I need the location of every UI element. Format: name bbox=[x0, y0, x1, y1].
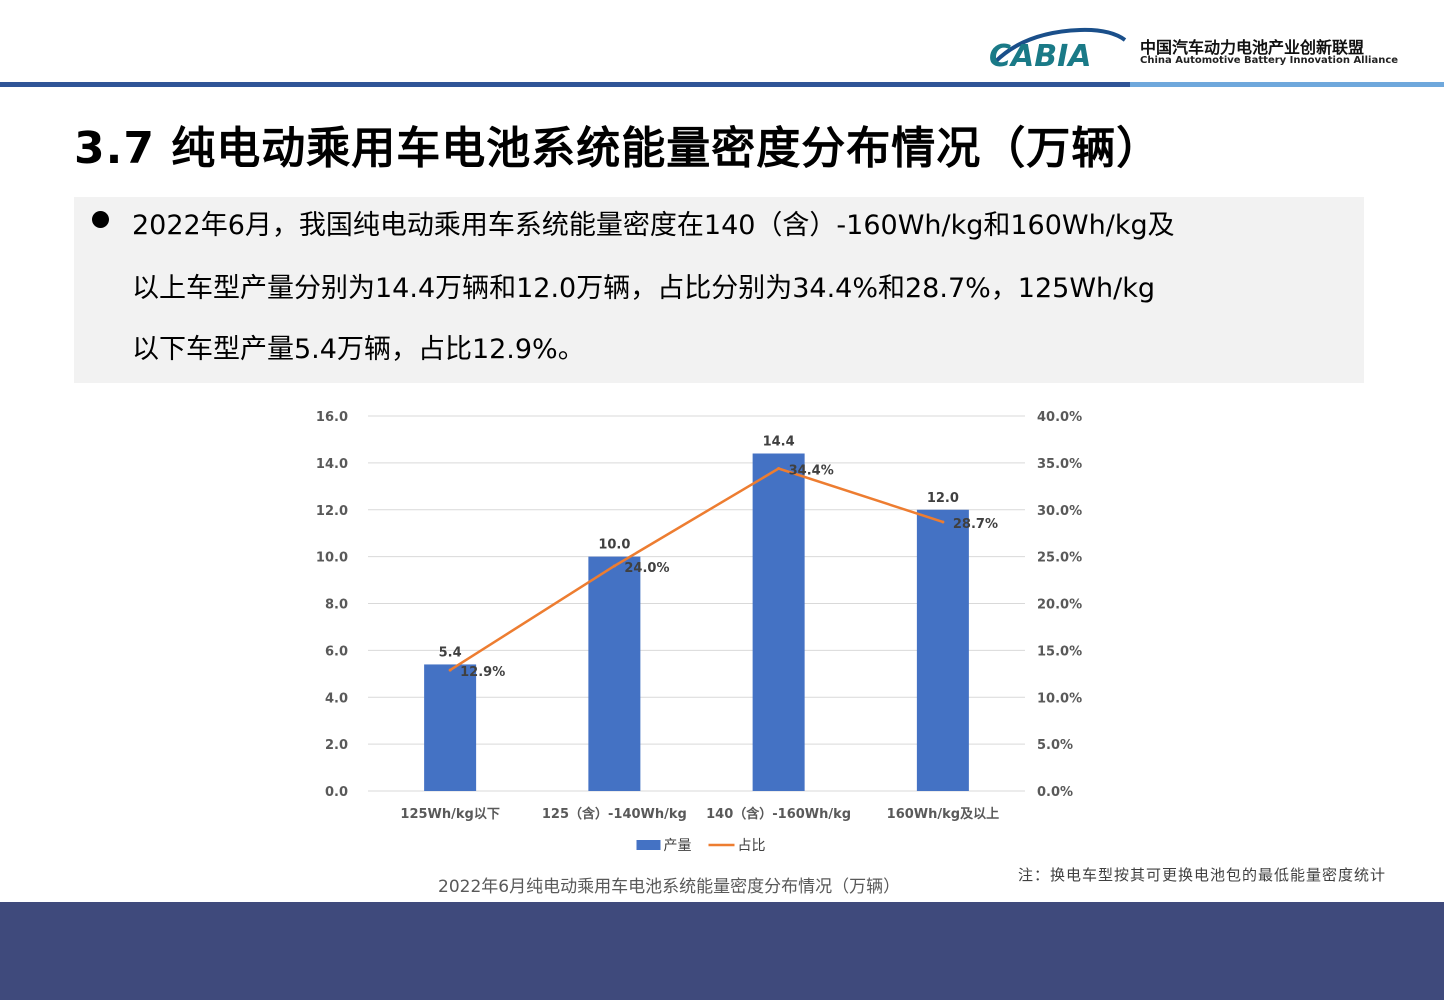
y-tick-label: 16.0 bbox=[316, 410, 348, 425]
y-tick-label: 14.0 bbox=[316, 457, 348, 472]
legend-swatch-bar bbox=[636, 840, 661, 850]
y2-tick-label: 15.0% bbox=[1037, 644, 1082, 659]
chart-gridlines bbox=[368, 415, 1025, 792]
x-tick-label: 160Wh/kg及以上 bbox=[887, 807, 999, 822]
y-tick-label: 0.0 bbox=[325, 785, 348, 800]
bar-value-label: 12.0 bbox=[927, 491, 959, 506]
y2-tick-label: 40.0% bbox=[1037, 410, 1082, 425]
bar bbox=[752, 453, 805, 791]
line-value-label: 34.4% bbox=[789, 464, 834, 479]
right-axis-ticks: 0.0% 5.0% 10.0% 15.0% 20.0% 25.0% 30.0% 35.0% 40… bbox=[1037, 410, 1082, 800]
bar-series: 5.4 10.0 14.4 12.0 bbox=[424, 435, 969, 791]
y2-tick-label: 25.0% bbox=[1037, 551, 1082, 566]
org-name-cn: 中国汽车动力电池产业创新联盟 bbox=[1140, 38, 1365, 57]
header-rule bbox=[0, 82, 1444, 87]
bar-value-label: 10.0 bbox=[598, 538, 630, 553]
page-title: 3.7 纯电动乘用车电池系统能量密度分布情况（万辆） bbox=[74, 123, 1162, 174]
y-tick-label: 8.0 bbox=[325, 598, 348, 613]
bullet-icon bbox=[92, 211, 109, 228]
line-point bbox=[448, 668, 452, 672]
chart-caption: 2022年6月纯电动乘用车电池系统能量密度分布情况（万辆） bbox=[438, 877, 901, 897]
line-value-label: 28.7% bbox=[953, 517, 998, 532]
summary-box bbox=[74, 197, 1364, 383]
footer-band bbox=[0, 902, 1444, 1000]
bar-value-label: 5.4 bbox=[439, 645, 462, 660]
legend-label: 占比 bbox=[738, 838, 766, 854]
line-point bbox=[777, 467, 781, 470]
summary-line-3: 以下车型产量5.4万辆，占比12.9%。 bbox=[132, 334, 585, 365]
chart-legend: 产量 占比 bbox=[636, 838, 766, 854]
line-value-label: 24.0% bbox=[624, 561, 669, 576]
y-tick-label: 10.0 bbox=[316, 551, 348, 566]
y-tick-label: 2.0 bbox=[325, 738, 348, 753]
y2-tick-label: 30.0% bbox=[1037, 504, 1082, 519]
x-tick-label: 125Wh/kg以下 bbox=[400, 807, 499, 822]
line-series: 12.9% 24.0% 34.4% 28.7% bbox=[448, 464, 998, 680]
line-point bbox=[612, 564, 616, 568]
bar bbox=[424, 664, 477, 791]
line-value-label: 12.9% bbox=[460, 665, 505, 680]
y2-tick-label: 0.0% bbox=[1037, 785, 1073, 800]
x-tick-label: 140（含）-160Wh/kg bbox=[706, 806, 851, 822]
bar-value-label: 14.4 bbox=[763, 435, 795, 450]
y2-tick-label: 10.0% bbox=[1037, 691, 1082, 706]
y2-tick-label: 20.0% bbox=[1037, 598, 1082, 613]
left-axis-ticks: 0.0 2.0 4.0 6.0 8.0 10.0 12.0 14.0 16.0 bbox=[316, 410, 348, 800]
legend-label: 产量 bbox=[664, 838, 692, 854]
footnote: 注：换电车型按其可更换电池包的最低能量密度统计 bbox=[1018, 866, 1387, 884]
x-tick-label: 125（含）-140Wh/kg bbox=[542, 806, 687, 822]
y-tick-label: 12.0 bbox=[316, 504, 348, 519]
cabia-logo-mark: CABIA bbox=[989, 27, 1127, 74]
bar bbox=[916, 509, 969, 791]
summary-line-1: 2022年6月，我国纯电动乘用车系统能量密度在140（含）-160Wh/kg和1… bbox=[132, 210, 1175, 241]
y2-tick-label: 35.0% bbox=[1037, 457, 1082, 472]
category-axis-ticks: 125Wh/kg以下 125（含）-140Wh/kg 140（含）-160Wh/kg… bbox=[400, 806, 999, 822]
y-tick-label: 4.0 bbox=[325, 691, 348, 706]
y-tick-label: 6.0 bbox=[325, 644, 348, 659]
slide-header: CABIA 中国汽车动力电池产业创新联盟 China Automotive Ba… bbox=[0, 0, 1444, 90]
bar bbox=[588, 556, 641, 791]
line-point bbox=[941, 520, 945, 524]
header-rule-accent bbox=[1130, 82, 1444, 87]
y2-tick-label: 5.0% bbox=[1037, 738, 1073, 753]
summary-line-2: 以上车型产量分别为14.4万辆和12.0万辆，占比分别为34.4%和28.7%，… bbox=[132, 273, 1155, 304]
logo-wordmark: CABIA bbox=[989, 39, 1091, 72]
share-line bbox=[449, 467, 944, 672]
energy-density-chart: 0.0 2.0 4.0 6.0 8.0 10.0 12.0 14.0 16.0 0.0% 5.0%… bbox=[316, 410, 1082, 854]
org-name-en: China Automotive Battery Innovation Alli… bbox=[1140, 55, 1399, 66]
cabia-logo: CABIA 中国汽车动力电池产业创新联盟 China Automotive Ba… bbox=[985, 22, 1399, 74]
